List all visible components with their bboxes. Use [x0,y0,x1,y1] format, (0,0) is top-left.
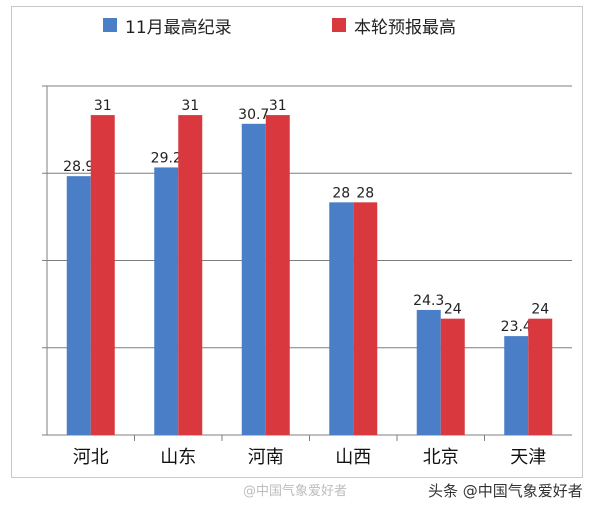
category-label: 河北 [73,447,109,468]
bar-record [66,176,91,436]
bar-forecast [265,115,290,435]
data-label-forecast: 24 [531,302,549,318]
data-label-record: 30.7 [238,107,269,123]
legend-label-series-1: 11月最高纪录 [125,17,232,38]
bar-forecast [90,115,115,435]
legend: 11月最高纪录 本轮预报最高 [0,10,600,40]
category-label: 山西 [335,447,371,468]
bar-forecast [440,318,465,435]
category-label: 山东 [160,447,196,468]
bar-forecast [528,318,553,435]
data-label-forecast: 28 [356,185,374,201]
legend-swatch-series-2 [332,18,346,32]
data-label-forecast: 24 [444,302,462,318]
legend-swatch-series-1 [103,18,117,32]
data-label-forecast: 31 [181,98,199,114]
category-label: 河南 [248,447,284,468]
category-label: 天津 [510,447,546,468]
category-label: 北京 [423,447,459,468]
bar-record [416,309,441,435]
watermark-weibo: @中国气象爱好者 [243,484,348,499]
bar-record [154,167,179,435]
data-label-record: 24.3 [413,293,444,309]
bar-record [241,123,266,435]
data-label-record: 28 [332,185,350,201]
bar-record [329,202,354,435]
data-label-record: 29.2 [151,150,182,166]
bar-forecast [353,202,378,435]
legend-item-series-2: 本轮预报最高 [332,10,456,40]
data-label-forecast: 31 [94,98,112,114]
legend-label-series-2: 本轮预报最高 [354,17,456,38]
bar-forecast [178,115,203,435]
bar-record [504,336,529,435]
data-label-forecast: 31 [269,98,287,114]
legend-item-series-1: 11月最高纪录 [103,10,232,40]
watermark-toutiao: 头条 @中国气象爱好者 [428,482,583,500]
data-label-record: 23.4 [501,319,532,335]
data-label-record: 28.9 [63,159,94,175]
